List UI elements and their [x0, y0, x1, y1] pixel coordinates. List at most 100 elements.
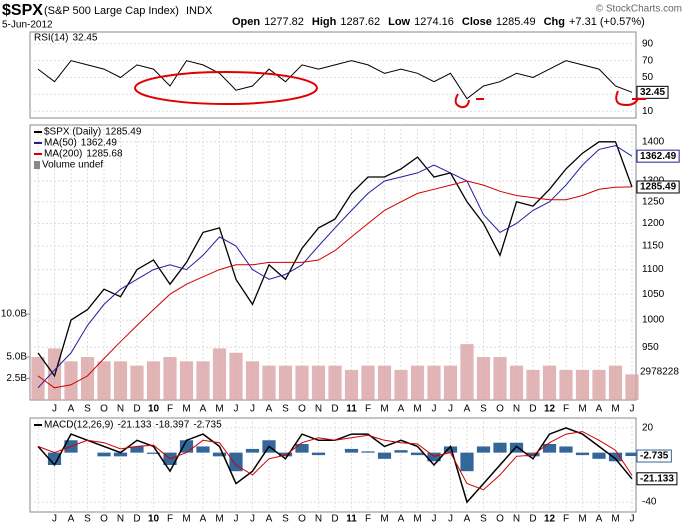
- legend-text: $SPX (Daily): [44, 127, 101, 138]
- x-tick-label: J: [630, 404, 635, 415]
- volume-bar: [130, 365, 144, 400]
- histogram-bar: [295, 443, 309, 453]
- x-tick-label: F: [167, 514, 173, 525]
- price-line: [37, 180, 633, 389]
- legend-text: -18.397: [155, 420, 189, 431]
- x-tick-label: F: [563, 404, 569, 415]
- x-tick-label: A: [596, 514, 603, 525]
- volume-bar: [542, 365, 557, 400]
- histogram-bar: [97, 452, 111, 457]
- value-label: 1362.49: [640, 151, 677, 162]
- legend-text: 1285.49: [105, 127, 142, 138]
- histogram-bar: [608, 452, 623, 462]
- x-tick-label: F: [365, 404, 371, 415]
- histogram-bar: [625, 452, 639, 457]
- x-tick-label: M: [578, 404, 586, 415]
- x-tick-label: M: [413, 514, 421, 525]
- volume-bar: [212, 348, 227, 400]
- legend-text: MA(50): [44, 138, 77, 149]
- histogram-bar: [559, 446, 573, 453]
- volume-bar: [460, 344, 474, 400]
- volume-bar: [295, 365, 309, 400]
- histogram-bar: [245, 448, 260, 453]
- x-tick-label: J: [630, 514, 635, 525]
- x-tick-label: F: [563, 514, 569, 525]
- quote-label: Open: [232, 16, 260, 28]
- legend-text: Volume undef: [42, 160, 103, 171]
- x-tick-label: N: [513, 404, 520, 415]
- volume-bar: [113, 361, 128, 400]
- quote-value: 1277.82: [264, 16, 304, 28]
- legend-text: MA(200): [44, 149, 82, 160]
- histogram-bar: [460, 452, 474, 472]
- y2-tick-label: 5.0B: [6, 352, 27, 363]
- x-tick-label: J: [234, 514, 239, 525]
- macd-line: [37, 431, 633, 491]
- y-tick-label: 1100: [642, 264, 664, 275]
- x-tick-label: M: [215, 514, 223, 525]
- value-label: -2.735: [640, 451, 669, 462]
- histogram-bar: [344, 448, 359, 453]
- quote-value: +7.31 (+0.57%): [569, 16, 645, 28]
- y-tick-label: 20: [642, 423, 654, 434]
- legend-icon: [34, 161, 40, 169]
- volume-bar: [328, 365, 342, 400]
- x-tick-label: O: [496, 404, 504, 415]
- histogram-bar: [493, 442, 507, 453]
- x-tick-label: F: [167, 404, 173, 415]
- symbol: $SPX: [2, 2, 43, 19]
- quote-value: 1287.62: [340, 16, 380, 28]
- x-tick-label: A: [200, 404, 207, 415]
- y-tick-label: -40: [642, 497, 657, 508]
- quote-value: 1285.49: [496, 16, 536, 28]
- x-tick-label: A: [200, 514, 207, 525]
- annotation-ellipse: [134, 71, 318, 105]
- x-tick-label: A: [398, 404, 405, 415]
- value-box: [636, 180, 680, 194]
- price-line: [37, 145, 633, 389]
- volume-bar: [245, 361, 260, 400]
- y-tick-label: 950: [642, 342, 659, 353]
- x-tick-label: 11: [346, 514, 357, 525]
- index-name: (S&P 500 Large Cap Index): [44, 5, 179, 17]
- histogram-bar: [212, 452, 227, 457]
- histogram-bar: [113, 452, 128, 457]
- x-tick-label: 10: [148, 404, 160, 415]
- volume-bar: [229, 352, 243, 400]
- y-tick-label: 50: [642, 72, 654, 83]
- histogram-bar: [361, 451, 375, 453]
- legend-text: 32.45: [72, 33, 97, 44]
- volume-bar: [526, 369, 540, 400]
- legend-text: -21.133: [117, 420, 151, 431]
- annotation-mark: [615, 90, 646, 107]
- x-tick-label: J: [52, 514, 57, 525]
- y-tick-label: 1050: [642, 289, 665, 300]
- x-tick-label: O: [100, 514, 108, 525]
- y-tick-label: 1000: [642, 315, 665, 326]
- x-tick-label: A: [464, 404, 471, 415]
- x-tick-label: D: [331, 404, 338, 415]
- quote-label: Low: [388, 16, 410, 28]
- volume-bar: [361, 365, 375, 400]
- x-tick-label: S: [480, 514, 487, 525]
- histogram-bar: [377, 452, 392, 459]
- volume-bar: [592, 369, 606, 400]
- histogram-bar: [146, 452, 161, 454]
- x-tick-label: N: [315, 404, 322, 415]
- quote-label: Chg: [544, 16, 565, 28]
- y2-tick-label: 10.0B: [1, 309, 27, 320]
- x-tick-label: M: [380, 514, 388, 525]
- y-tick-label: 1400: [642, 136, 665, 147]
- volume-bar: [262, 365, 276, 400]
- x-tick-label: D: [133, 404, 140, 415]
- x-tick-label: J: [432, 514, 437, 525]
- exchange: INDX: [186, 5, 213, 17]
- value-label: -21.133: [640, 473, 674, 484]
- legend-text: -2.735: [193, 420, 222, 431]
- x-tick-label: S: [84, 404, 91, 415]
- volume-bar: [394, 369, 408, 400]
- x-tick-label: J: [234, 404, 239, 415]
- volume-bar: [344, 369, 359, 400]
- legend-text: RSI(14): [34, 33, 68, 44]
